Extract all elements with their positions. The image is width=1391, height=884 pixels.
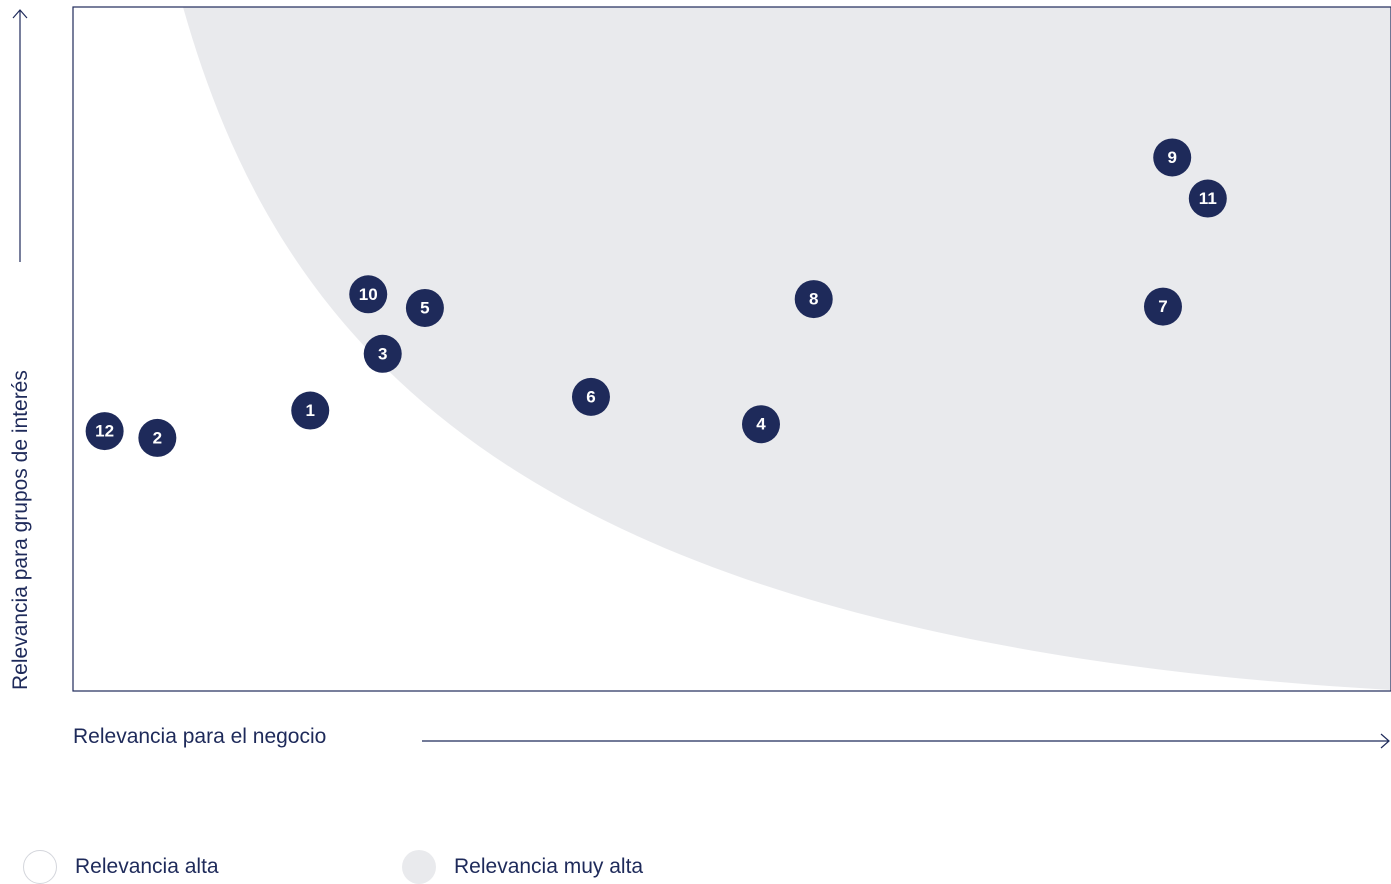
legend-label-alta: Relevancia alta: [75, 855, 219, 878]
data-point-marker: [1188, 179, 1227, 218]
data-point-6: 6: [571, 377, 610, 416]
data-point-label: 6: [586, 387, 595, 406]
data-point-7: 7: [1143, 287, 1182, 326]
legend-swatch-muy-alta: [402, 850, 436, 884]
data-point-label: 10: [359, 285, 378, 304]
data-point-label: 3: [378, 344, 387, 363]
plot-frame: [72, 6, 1391, 692]
data-point-1: 1: [291, 391, 330, 430]
data-point-9: 9: [1153, 138, 1192, 177]
data-point-label: 9: [1167, 148, 1176, 167]
data-point-label: 5: [420, 298, 429, 317]
legend-label-muy-alta: Relevancia muy alta: [454, 855, 644, 878]
data-point-marker: [1153, 138, 1192, 177]
data-point-marker: [363, 334, 402, 373]
data-point-label: 2: [153, 428, 162, 447]
legend-swatch-alta: [23, 850, 57, 884]
data-point-marker: [349, 275, 388, 314]
data-point-11: 11: [1188, 179, 1227, 218]
data-point-marker: [571, 377, 610, 416]
data-point-marker: [291, 391, 330, 430]
x-axis-label: Relevancia para el negocio: [73, 725, 327, 748]
very-high-relevance-region: [183, 7, 1391, 690]
y-axis-arrow-head: [12, 9, 28, 19]
data-point-4: 4: [741, 405, 780, 444]
data-point-12: 12: [85, 412, 124, 451]
data-point-marker: [741, 405, 780, 444]
data-point-marker: [405, 288, 444, 327]
data-point-label: 4: [756, 415, 766, 434]
data-point-5: 5: [405, 288, 444, 327]
legend: Relevancia alta Relevancia muy alta: [0, 847, 1391, 884]
data-point-label: 12: [95, 422, 114, 441]
legend-item-muy-alta: Relevancia muy alta: [402, 850, 643, 884]
data-point-label: 7: [1158, 297, 1167, 316]
x-axis-arrow-head: [1380, 733, 1390, 749]
legend-item-alta: Relevancia alta: [23, 850, 219, 884]
data-point-label: 11: [1199, 189, 1217, 208]
data-point-10: 10: [349, 275, 388, 314]
data-point-label: 8: [809, 290, 818, 309]
data-point-marker: [1143, 287, 1182, 326]
data-point-8: 8: [794, 280, 833, 319]
data-point-2: 2: [138, 418, 177, 457]
data-point-marker: [138, 418, 177, 457]
data-point-marker: [794, 280, 833, 319]
data-point-label: 1: [306, 401, 315, 420]
data-point-marker: [85, 412, 124, 451]
y-axis-label: Relevancia para grupos de interés: [9, 370, 32, 690]
data-point-3: 3: [363, 334, 402, 373]
